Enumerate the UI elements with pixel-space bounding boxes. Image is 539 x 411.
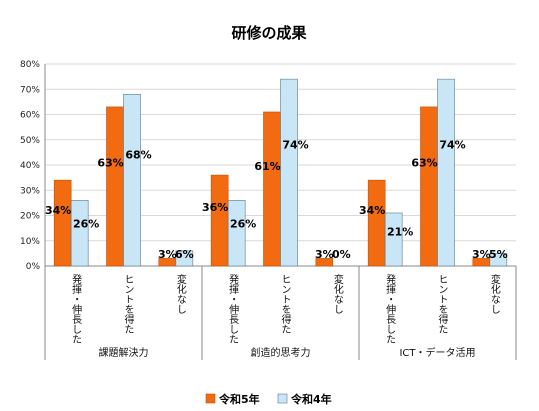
y-tick-label: 60% <box>20 111 40 121</box>
y-tick-label: 10% <box>20 237 40 247</box>
group-label: 創造的思考力 <box>251 346 311 359</box>
y-tick-label: 70% <box>20 85 40 95</box>
y-tick-label: 0% <box>26 262 41 272</box>
data-label: 26% <box>230 217 256 230</box>
x-tick-label: 発揮・伸長した <box>227 273 239 344</box>
x-tick-label: 変化なし <box>331 273 343 314</box>
bar-r5 <box>367 179 386 267</box>
bar-r4 <box>123 94 141 267</box>
data-labels: 34%26%63%68%3%6%36%26%61%74%3%0%34%21%63… <box>45 139 508 261</box>
bar-r5 <box>210 174 229 267</box>
legend: 令和5年 令和4年 <box>205 392 332 406</box>
bar-r5 <box>53 179 72 267</box>
chart-title: 研修の成果 <box>231 24 307 42</box>
data-label: 3% <box>158 248 177 261</box>
x-tick-label: 発揮・伸長した <box>384 273 396 344</box>
legend-label: 令和4年 <box>290 392 332 406</box>
x-tick-label: 変化なし <box>174 273 186 314</box>
x-tick-label: 発揮・伸長した <box>70 273 82 344</box>
data-label: 74% <box>282 139 308 152</box>
bars <box>53 78 508 267</box>
data-label: 26% <box>73 217 99 230</box>
data-label: 68% <box>125 148 151 161</box>
y-tick-label: 30% <box>20 186 40 196</box>
y-tick-label: 50% <box>20 136 40 146</box>
x-tick-label: ヒントを得た <box>436 274 448 334</box>
data-label: 34% <box>359 204 385 217</box>
bar-r4 <box>384 212 403 267</box>
data-label: 6% <box>175 248 194 261</box>
data-label: 61% <box>254 160 280 173</box>
data-label: 21% <box>387 226 413 239</box>
bar-r5 <box>263 111 281 267</box>
group-label: 課題解決力 <box>99 346 149 359</box>
legend-label: 令和5年 <box>218 392 260 406</box>
data-label: 3% <box>472 248 491 261</box>
x-tick-label: 変化なし <box>488 273 500 314</box>
group-label: ICT・データ活用 <box>399 346 475 359</box>
bar-r4 <box>489 253 508 267</box>
bar-r4 <box>70 200 89 267</box>
legend-swatch <box>205 393 216 404</box>
data-label: 63% <box>411 157 437 170</box>
x-tick-label: ヒントを得た <box>279 274 291 334</box>
bar-r5 <box>106 106 124 267</box>
bar-r5 <box>420 106 438 267</box>
data-label: 3% <box>315 248 334 261</box>
data-label: 74% <box>439 139 465 152</box>
bar-r5 <box>315 258 334 267</box>
y-tick-label: 40% <box>20 161 40 171</box>
legend-swatch <box>277 393 288 404</box>
data-label: 34% <box>45 204 71 217</box>
y-tick-label: 80% <box>20 60 40 70</box>
data-label: 5% <box>489 248 508 261</box>
bar-r4 <box>280 78 298 267</box>
data-label: 0% <box>332 248 351 261</box>
y-tick-label: 20% <box>20 212 40 222</box>
bar-r4 <box>227 200 246 267</box>
bar-r4 <box>175 250 194 267</box>
data-label: 63% <box>97 157 123 170</box>
x-axis-category-labels: 発揮・伸長した ヒントを得た 変化なし 発揮・伸長した ヒントを得た 変化なし 発揮・伸長し… <box>70 273 501 359</box>
data-label: 36% <box>202 201 228 214</box>
x-tick-label: ヒントを得た <box>122 274 134 334</box>
bar-r4 <box>437 78 455 267</box>
